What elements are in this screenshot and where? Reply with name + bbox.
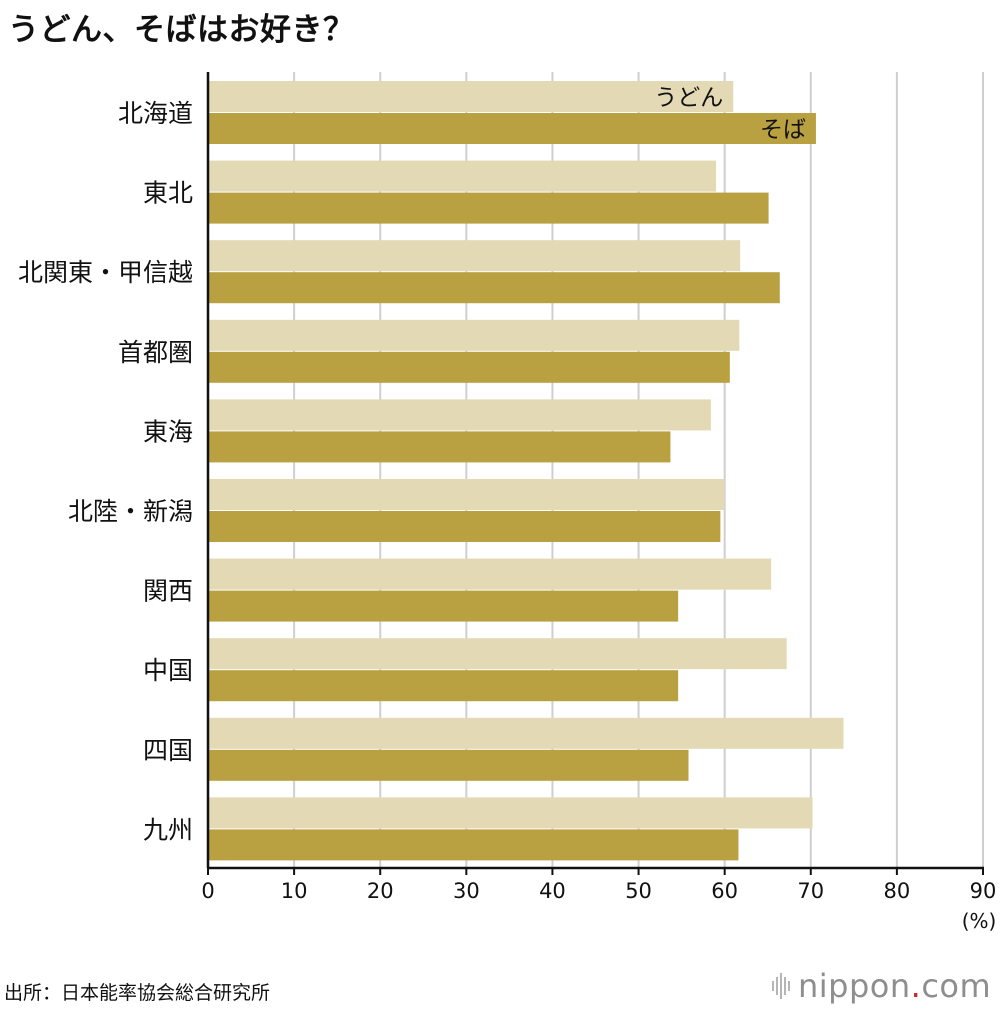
x-tick-label: 70 (797, 879, 824, 903)
legend-label-soba: そば (760, 117, 806, 143)
bar-soba (208, 192, 769, 224)
x-tick-label: 80 (884, 879, 911, 903)
x-tick-label: 20 (367, 879, 394, 903)
brand-tld: com (921, 967, 992, 1005)
bar-soba (208, 590, 679, 622)
category-label: 関西 (143, 577, 193, 606)
category-label: 中国 (143, 656, 193, 685)
bar-soba (208, 749, 689, 781)
brand-name: nippon (798, 967, 911, 1005)
bar-udon (208, 81, 734, 112)
category-label: 九州 (143, 815, 193, 844)
category-label: 首都圏 (118, 338, 193, 367)
axes (206, 72, 984, 875)
category-label: 北関東・甲信越 (18, 258, 193, 287)
bar-soba (208, 272, 780, 304)
brand-dot: . (910, 967, 922, 1005)
x-unit-label: (%) (962, 909, 997, 933)
x-tick-label: 50 (625, 879, 652, 903)
labels: 0 10 20 30 40 50 60 70 80 90 (%) 北海道 うどんそば東北北関東・甲信越首… (18, 85, 996, 933)
nippon-logo[interactable]: nippon. com (772, 964, 991, 1008)
x-tick-label: 0 (201, 879, 214, 903)
bar-udon (208, 160, 717, 192)
category-label: 東北 (143, 179, 193, 208)
bar-udon (208, 558, 772, 590)
bar-udon (208, 240, 741, 272)
x-tick-label: 60 (711, 879, 738, 903)
bar-soba (208, 511, 721, 542)
bar-udon (208, 638, 787, 670)
bar-soba (208, 431, 671, 463)
x-tick-label: 90 (970, 879, 997, 903)
bar-udon (208, 319, 740, 351)
category-label: 北海道 (118, 99, 193, 128)
chart-title: うどん、そばはお好き？ (8, 12, 355, 48)
bar-udon (208, 717, 844, 749)
bar-soba (208, 670, 679, 702)
category-label: 北陸・新潟 (68, 497, 193, 526)
x-tick-label: 10 (281, 879, 308, 903)
bar-soba (208, 351, 730, 383)
category-label: 四国 (143, 736, 193, 765)
bar-udon (208, 399, 711, 431)
legend-label-udon: うどん (654, 85, 723, 111)
x-tick-label: 30 (453, 879, 480, 903)
category-label: 東海 (143, 417, 193, 446)
soundwave-icon (772, 973, 790, 999)
x-tick-label: 40 (539, 879, 566, 903)
bars (208, 81, 844, 861)
bar-udon (208, 479, 725, 510)
bar-soba (208, 829, 739, 861)
source-note: 出所：日本能率協会総合研究所 (4, 982, 271, 1004)
bar-chart: 0 10 20 30 40 50 60 70 80 90 (%) 北海道 うどんそば東北北関東・甲信越首… (18, 72, 996, 933)
bar-udon (208, 797, 813, 829)
bar-soba (208, 113, 816, 144)
